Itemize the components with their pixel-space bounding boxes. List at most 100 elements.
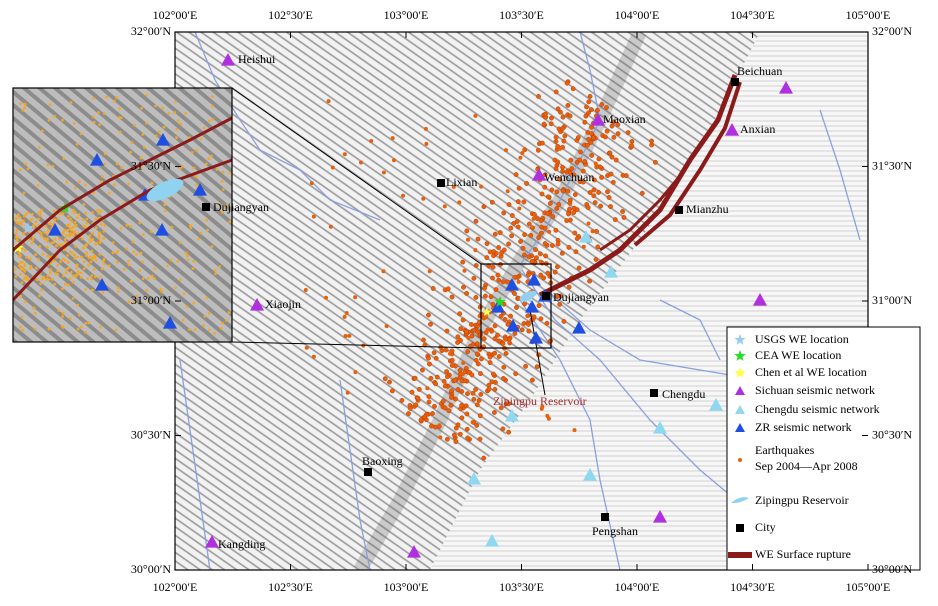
earthquake: [573, 249, 579, 255]
earthquake: [538, 218, 544, 224]
earthquake: [111, 251, 115, 255]
earthquake: [503, 350, 509, 356]
earthquake: [13, 267, 17, 271]
x-tick-label: 103°00′E: [384, 580, 429, 594]
earthquake: [17, 213, 20, 217]
earthquake: [76, 272, 80, 276]
earthquake: [524, 181, 529, 186]
earthquake: [15, 221, 19, 224]
earthquake: [424, 141, 429, 146]
earthquake: [205, 218, 208, 222]
earthquake: [143, 146, 146, 149]
legend-symbol: [738, 458, 742, 462]
earthquake: [174, 286, 177, 290]
earthquake: [195, 148, 199, 152]
earthquake: [452, 377, 458, 383]
earthquake: [55, 255, 59, 259]
earthquake: [66, 228, 70, 232]
earthquake: [478, 356, 484, 362]
earthquake: [603, 134, 608, 140]
earthquake: [120, 166, 123, 170]
earthquake: [496, 277, 502, 283]
legend-label: Chengdu seismic network: [755, 402, 880, 416]
earthquake: [550, 214, 556, 220]
legend-label: Sep 2004—Apr 2008: [755, 459, 858, 473]
earthquake: [48, 103, 52, 107]
station: [205, 535, 219, 548]
earthquake: [440, 398, 446, 404]
earthquake: [473, 248, 478, 253]
earthquake: [415, 395, 421, 401]
earthquake: [173, 111, 177, 114]
earthquake: [20, 260, 24, 264]
earthquake: [344, 311, 349, 315]
earthquake: [621, 215, 627, 220]
earthquake: [595, 244, 601, 250]
earthquake: [89, 260, 93, 264]
earthquake: [564, 80, 570, 86]
earthquake: [42, 275, 46, 279]
x-tick-label: 102°00′E: [153, 580, 198, 594]
earthquake: [491, 410, 497, 415]
earthquake: [500, 340, 506, 346]
earthquake: [512, 331, 518, 336]
earthquake: [492, 350, 498, 356]
earthquake: [205, 162, 208, 166]
earthquake: [184, 251, 188, 255]
earthquake: [605, 189, 610, 195]
earthquake: [190, 151, 194, 154]
earthquake: [485, 327, 490, 332]
earthquake: [475, 361, 481, 367]
earthquake: [589, 152, 595, 158]
earthquake: [574, 236, 580, 242]
earthquake: [74, 245, 77, 248]
earthquake: [311, 354, 316, 359]
earthquake: [116, 286, 120, 290]
earthquake: [538, 272, 544, 278]
earthquake: [591, 187, 597, 193]
earthquake: [227, 311, 231, 315]
earthquake: [37, 211, 41, 215]
station: [48, 223, 62, 236]
earthquake: [88, 234, 92, 238]
station: [735, 423, 745, 432]
earthquake: [97, 234, 101, 238]
earthquake: [542, 172, 548, 178]
y-tick-label: 31°00′N: [872, 293, 912, 307]
earthquake: [444, 436, 450, 442]
earthquake: [92, 121, 96, 124]
earthquake: [500, 279, 506, 285]
earthquake: [561, 318, 567, 324]
earthquake: [491, 249, 497, 255]
y-tick-label: 30°00′N: [872, 562, 912, 576]
earthquake: [185, 305, 189, 308]
earthquake: [511, 220, 517, 226]
earthquake: [47, 119, 51, 122]
earthquake: [473, 294, 479, 300]
earthquake: [127, 300, 131, 304]
earthquake: [460, 317, 466, 323]
station: [725, 123, 739, 136]
earthquake: [41, 277, 44, 281]
earthquake: [495, 272, 501, 278]
earthquake: [529, 258, 535, 264]
earthquake: [39, 232, 43, 235]
earthquake: [474, 341, 480, 347]
earthquake: [585, 205, 591, 211]
earthquake: [91, 231, 94, 235]
earthquake: [55, 244, 58, 248]
earthquake: [66, 254, 69, 257]
earthquake: [48, 271, 52, 274]
earthquake: [82, 260, 86, 264]
earthquake: [533, 247, 538, 253]
earthquake: [553, 166, 559, 172]
earthquake: [567, 113, 573, 119]
earthquake: [74, 274, 78, 278]
earthquake: [220, 321, 224, 325]
legend-label: Chen et al WE location: [755, 365, 867, 379]
earthquake: [594, 164, 600, 170]
earthquake: [60, 243, 64, 247]
epicenter: [734, 334, 746, 345]
earthquake: [608, 204, 613, 210]
y-tick-label: 30°30′N: [872, 427, 912, 441]
